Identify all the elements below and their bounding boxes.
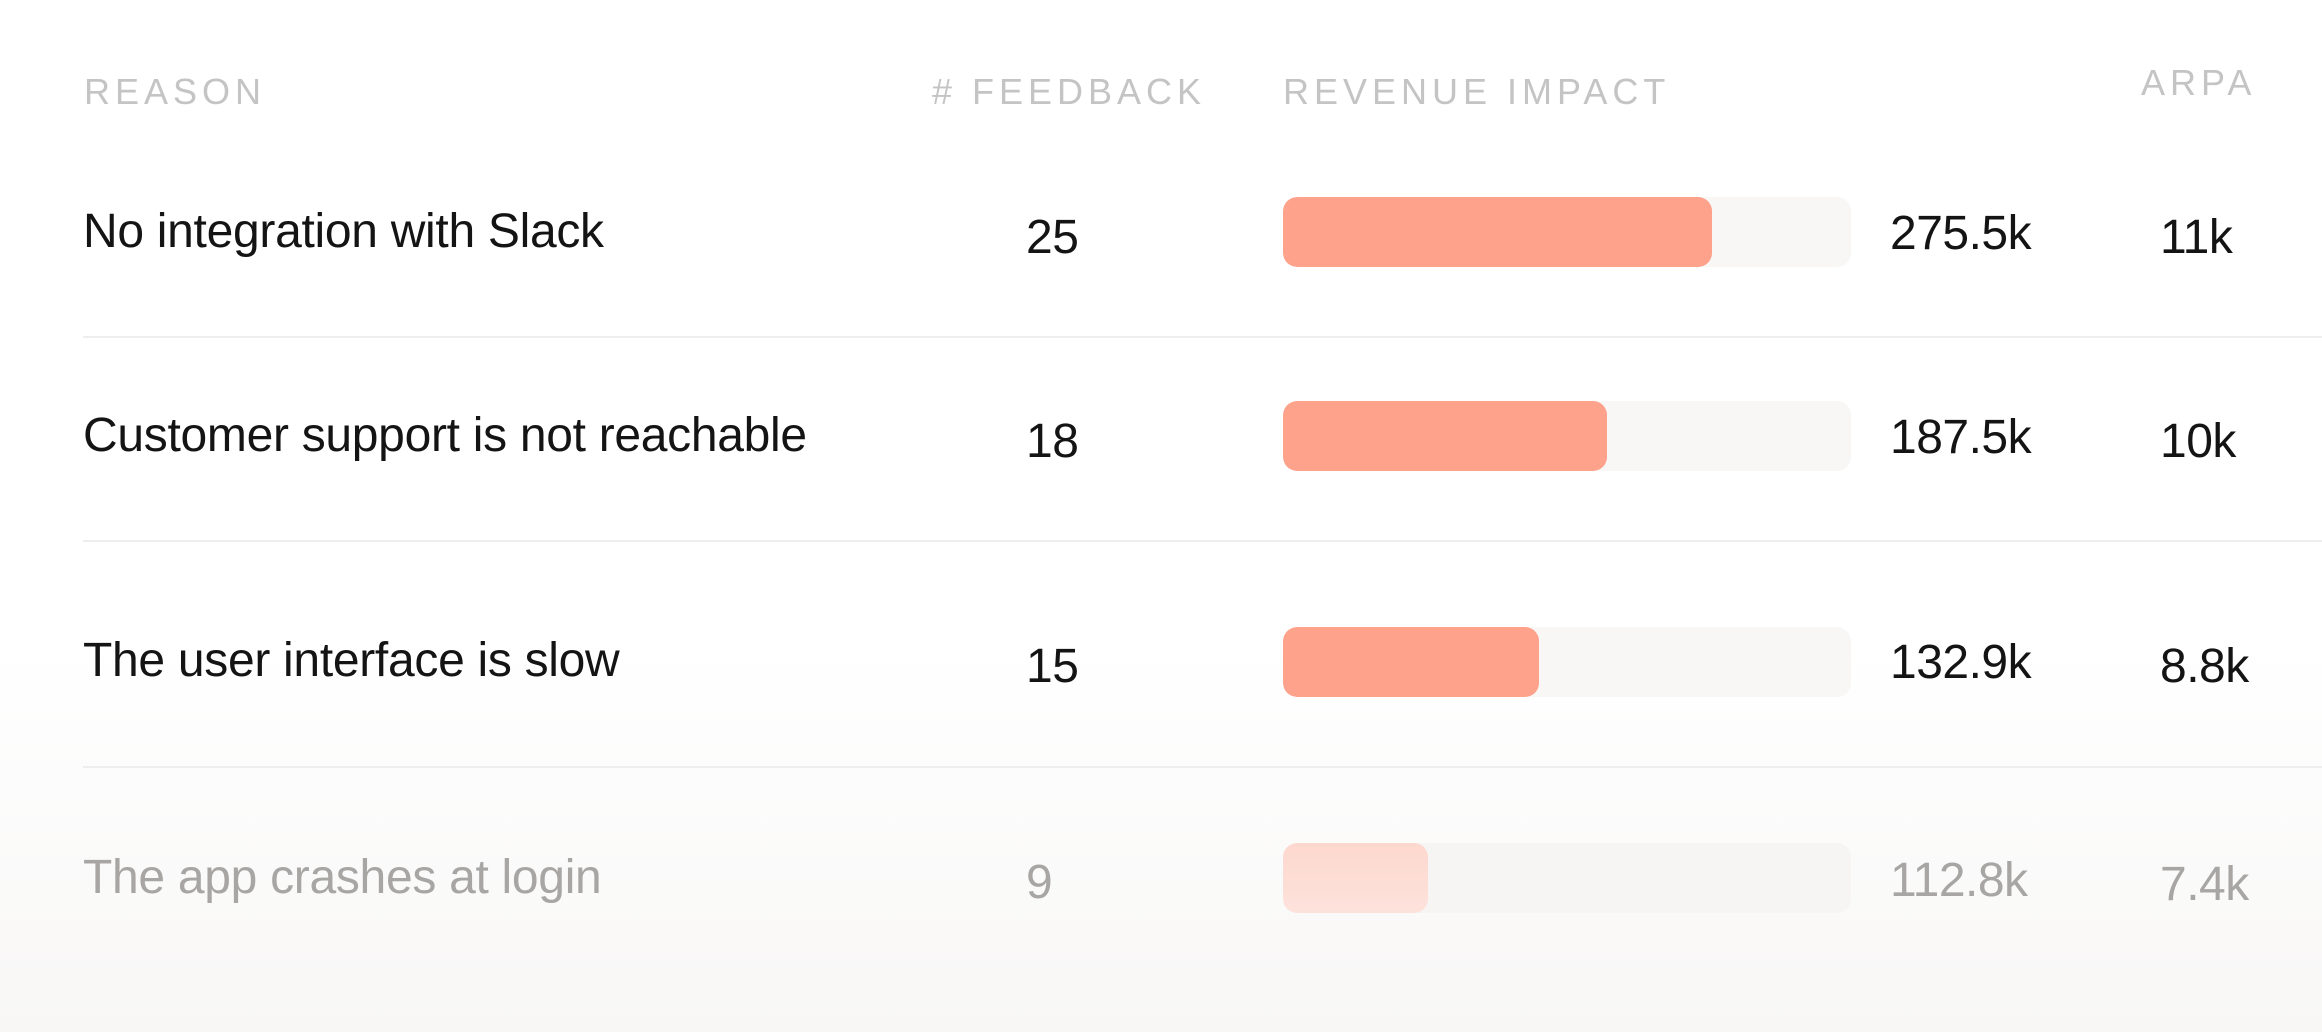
column-header-arpa[interactable]: ARPA bbox=[2141, 62, 2257, 103]
reason-text: The user interface is slow bbox=[83, 634, 620, 687]
arpa-value: 11k bbox=[2160, 211, 2233, 264]
reason-text: Customer support is not reachable bbox=[83, 409, 807, 462]
revenue-impact-bar bbox=[1283, 627, 1851, 697]
revenue-value: 275.5k bbox=[1890, 207, 2032, 260]
column-header-revenue-impact[interactable]: REVENUE IMPACT bbox=[1283, 71, 1671, 112]
row-divider bbox=[83, 540, 2322, 542]
revenue-impact-bar bbox=[1283, 843, 1851, 913]
arpa-value: 8.8k bbox=[2160, 640, 2249, 693]
revenue-value: 132.9k bbox=[1890, 636, 2032, 689]
revenue-impact-bar-fill bbox=[1283, 401, 1607, 471]
column-header-feedback[interactable]: # FEEDBACK bbox=[932, 71, 1207, 112]
row-divider bbox=[83, 336, 2322, 338]
feedback-count: 9 bbox=[1026, 856, 1053, 909]
reason-text: The app crashes at login bbox=[83, 851, 602, 904]
arpa-value: 10k bbox=[2160, 415, 2236, 468]
revenue-impact-bar bbox=[1283, 197, 1851, 267]
feedback-count: 15 bbox=[1026, 640, 1079, 693]
arpa-value: 7.4k bbox=[2160, 858, 2249, 911]
revenue-value: 187.5k bbox=[1890, 411, 2032, 464]
revenue-impact-bar-fill bbox=[1283, 197, 1712, 267]
revenue-impact-bar-fill bbox=[1283, 627, 1539, 697]
revenue-impact-bar-fill bbox=[1283, 843, 1428, 913]
row-divider bbox=[83, 766, 2322, 768]
revenue-impact-bar bbox=[1283, 401, 1851, 471]
column-header-reason[interactable]: REASON bbox=[84, 71, 267, 112]
feedback-count: 25 bbox=[1026, 211, 1079, 264]
feedback-count: 18 bbox=[1026, 415, 1079, 468]
reason-text: No integration with Slack bbox=[83, 205, 604, 258]
revenue-value: 112.8k bbox=[1890, 854, 2028, 907]
